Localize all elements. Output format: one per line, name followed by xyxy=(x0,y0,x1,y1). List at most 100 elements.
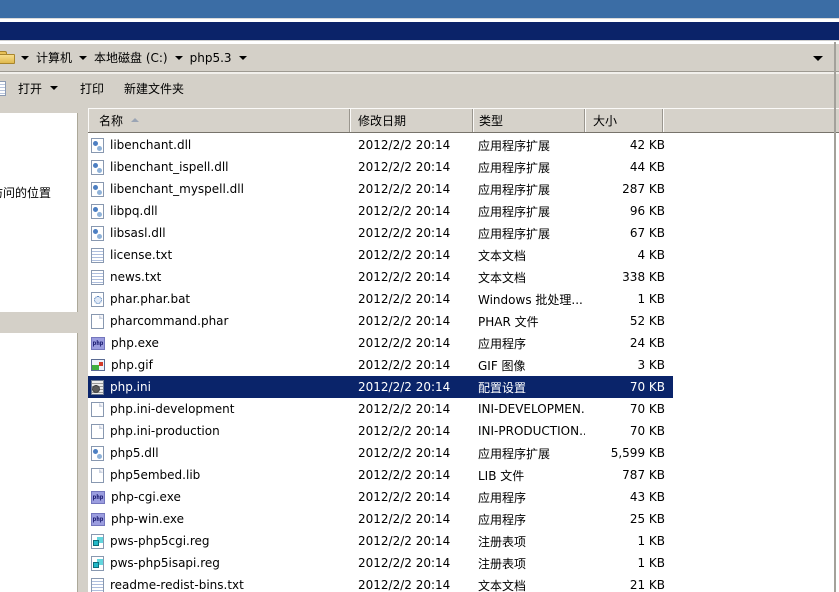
table-row[interactable]: php.ini-development 2012/2/2 20:14 INI-D… xyxy=(88,398,673,420)
file-size: 787 KB xyxy=(622,468,665,482)
chevron-down-icon[interactable] xyxy=(50,86,59,90)
table-row[interactable]: php-win.exe 2012/2/2 20:14 应用程序 25 KB xyxy=(88,508,673,530)
file-modified-date: 2012/2/2 20:14 xyxy=(358,292,451,306)
file-type: INI-DEVELOPMEN... xyxy=(478,402,585,416)
file-type: 应用程序 xyxy=(478,336,527,351)
file-modified-date: 2012/2/2 20:14 xyxy=(358,578,451,592)
column-header-label: 类型 xyxy=(479,113,504,128)
file-name: pws-php5isapi.reg xyxy=(110,556,220,570)
file-type: 注册表项 xyxy=(478,556,527,571)
table-row[interactable]: php.gif 2012/2/2 20:14 GIF 图像 3 KB xyxy=(88,354,673,376)
file-size: 70 KB xyxy=(629,402,665,416)
table-row[interactable]: pharcommand.phar 2012/2/2 20:14 PHAR 文件 … xyxy=(88,310,673,332)
breadcrumb-item[interactable]: 计算机 xyxy=(36,51,73,65)
file-name: libenchant.dll xyxy=(110,138,192,152)
table-row[interactable]: php-cgi.exe 2012/2/2 20:14 应用程序 43 KB xyxy=(88,486,673,508)
file-size: 338 KB xyxy=(622,270,665,284)
file-type: PHAR 文件 xyxy=(478,314,539,329)
table-row[interactable]: libenchant_ispell.dll 2012/2/2 20:14 应用程… xyxy=(88,156,673,178)
file-type: 文本文档 xyxy=(478,270,527,285)
column-header[interactable]: 大小 xyxy=(585,108,663,132)
file-name: license.txt xyxy=(110,248,173,262)
file-type: Windows 批处理... xyxy=(478,292,583,307)
dll-file-icon xyxy=(91,159,104,175)
file-name: php.exe xyxy=(111,336,159,350)
file-modified-date: 2012/2/2 20:14 xyxy=(358,380,451,394)
file-name: php.gif xyxy=(111,358,153,372)
file-name: pws-php5cgi.reg xyxy=(110,534,210,548)
table-row[interactable]: readme-redist-bins.txt 2012/2/2 20:14 文本… xyxy=(88,574,673,592)
column-header[interactable]: 名称 xyxy=(88,108,350,132)
dll-file-icon xyxy=(91,137,104,153)
ini-config-icon xyxy=(91,379,104,395)
file-name: news.txt xyxy=(110,270,162,284)
chevron-down-icon[interactable] xyxy=(21,55,29,60)
file-type: 应用程序扩展 xyxy=(478,138,551,153)
window-right-border xyxy=(834,42,836,592)
table-row[interactable]: php.ini-production 2012/2/2 20:14 INI-PR… xyxy=(88,420,673,442)
file-modified-date: 2012/2/2 20:14 xyxy=(358,226,451,240)
window-title-bar xyxy=(0,0,839,18)
address-history-dropdown-icon[interactable] xyxy=(813,56,823,61)
table-row[interactable]: php5.dll 2012/2/2 20:14 应用程序扩展 5,599 KB xyxy=(88,442,673,464)
file-modified-date: 2012/2/2 20:14 xyxy=(358,556,451,570)
folder-icon[interactable] xyxy=(0,51,15,64)
file-modified-date: 2012/2/2 20:14 xyxy=(358,468,451,482)
table-row[interactable]: libenchant_myspell.dll 2012/2/2 20:14 应用… xyxy=(88,178,673,200)
navigation-pane-scrollbar[interactable] xyxy=(0,312,78,333)
file-size: 42 KB xyxy=(629,138,665,152)
breadcrumb-item[interactable]: 本地磁盘 (C:) xyxy=(94,51,168,65)
file-name: pharcommand.phar xyxy=(110,314,229,328)
file-size: 5,599 KB xyxy=(610,446,665,460)
file-modified-date: 2012/2/2 20:14 xyxy=(358,160,451,174)
file-list: libenchant.dll 2012/2/2 20:14 应用程序扩展 42 … xyxy=(88,134,839,592)
column-header-filler xyxy=(663,108,839,132)
file-size: 3 KB xyxy=(637,358,665,372)
table-row[interactable]: news.txt 2012/2/2 20:14 文本文档 338 KB xyxy=(88,266,673,288)
table-row[interactable]: php.ini 2012/2/2 20:14 配置设置 70 KB xyxy=(88,376,673,398)
generic-file-icon xyxy=(91,423,104,439)
print-button[interactable]: 打印 xyxy=(74,76,110,101)
table-row[interactable]: pws-php5isapi.reg 2012/2/2 20:14 注册表项 1 … xyxy=(88,552,673,574)
file-name: readme-redist-bins.txt xyxy=(110,578,244,592)
chevron-down-icon[interactable] xyxy=(174,55,183,60)
new-folder-button[interactable]: 新建文件夹 xyxy=(118,76,190,101)
file-size: 96 KB xyxy=(629,204,665,218)
table-row[interactable]: libpq.dll 2012/2/2 20:14 应用程序扩展 96 KB xyxy=(88,200,673,222)
open-button[interactable]: 打开 xyxy=(12,76,64,101)
sidebar-item-recent-places[interactable]: 访问的位置 xyxy=(0,186,52,200)
table-row[interactable]: php.exe 2012/2/2 20:14 应用程序 24 KB xyxy=(88,332,673,354)
text-file-icon xyxy=(91,577,104,592)
file-size: 43 KB xyxy=(629,490,665,504)
file-name: php.ini-production xyxy=(110,424,220,438)
file-size: 1 KB xyxy=(637,556,665,570)
document-icon xyxy=(0,80,6,96)
file-size: 44 KB xyxy=(629,160,665,174)
file-type: 应用程序扩展 xyxy=(478,182,551,197)
table-row[interactable]: pws-php5cgi.reg 2012/2/2 20:14 注册表项 1 KB xyxy=(88,530,673,552)
table-row[interactable]: libenchant.dll 2012/2/2 20:14 应用程序扩展 42 … xyxy=(88,134,673,156)
table-row[interactable]: php5embed.lib 2012/2/2 20:14 LIB 文件 787 … xyxy=(88,464,673,486)
file-size: 70 KB xyxy=(629,380,665,394)
file-size: 70 KB xyxy=(629,424,665,438)
column-header-label: 大小 xyxy=(593,113,618,128)
table-row[interactable]: phar.phar.bat 2012/2/2 20:14 Windows 批处理… xyxy=(88,288,673,310)
table-row[interactable]: libsasl.dll 2012/2/2 20:14 应用程序扩展 67 KB xyxy=(88,222,673,244)
registry-file-icon xyxy=(91,555,104,571)
title-divider xyxy=(0,18,839,22)
file-size: 21 KB xyxy=(629,578,665,592)
print-button-label: 打印 xyxy=(80,81,105,96)
column-header[interactable]: 类型 xyxy=(473,108,585,132)
table-row[interactable]: license.txt 2012/2/2 20:14 文本文档 4 KB xyxy=(88,244,673,266)
file-size: 287 KB xyxy=(622,182,665,196)
php-exe-icon xyxy=(91,490,105,504)
file-modified-date: 2012/2/2 20:14 xyxy=(358,512,451,526)
chevron-down-icon[interactable] xyxy=(79,55,88,60)
file-name: libenchant_myspell.dll xyxy=(110,182,244,196)
file-name: php-cgi.exe xyxy=(111,490,181,504)
file-modified-date: 2012/2/2 20:14 xyxy=(358,446,451,460)
dll-file-icon xyxy=(91,225,104,241)
column-header[interactable]: 修改日期 xyxy=(350,108,473,132)
breadcrumb-item[interactable]: php5.3 xyxy=(189,50,232,65)
chevron-down-icon[interactable] xyxy=(238,55,247,60)
